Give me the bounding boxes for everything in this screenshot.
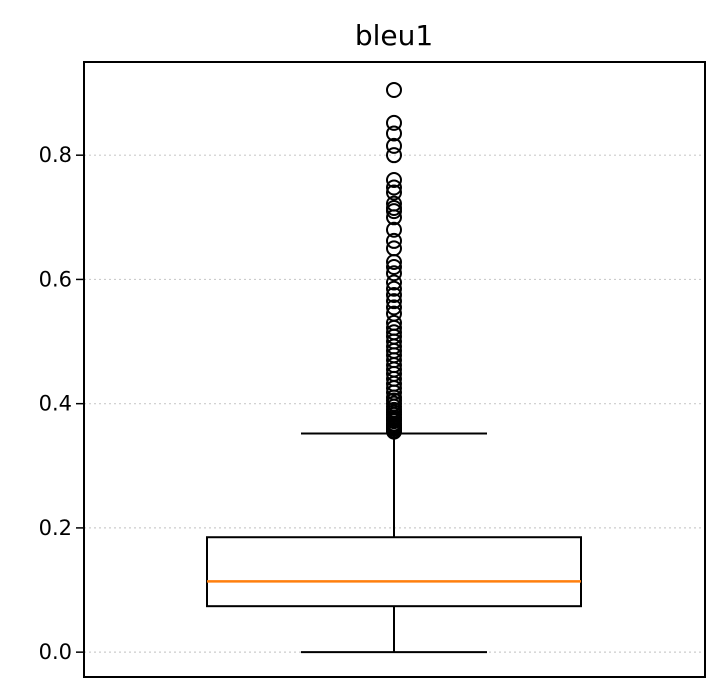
outlier-point xyxy=(386,274,402,291)
outlier-point xyxy=(386,147,402,164)
outlier-point xyxy=(386,293,402,310)
outlier-point xyxy=(386,125,402,142)
outlier-point xyxy=(386,184,402,201)
outlier-point xyxy=(386,299,402,316)
outlier-point xyxy=(386,114,402,131)
outlier-point xyxy=(386,240,402,257)
y-tick-label: 0.8 xyxy=(39,143,72,167)
plot-area-frame xyxy=(83,61,706,678)
outlier-point xyxy=(386,172,402,189)
y-tick-label: 0.2 xyxy=(39,516,72,540)
outlier-point xyxy=(386,232,402,249)
outlier-point xyxy=(386,81,402,98)
outlier-point xyxy=(386,305,402,322)
box-plot-body xyxy=(206,432,582,654)
outlier-point xyxy=(386,221,402,238)
outlier-point xyxy=(386,280,402,297)
outlier-point xyxy=(386,199,402,216)
outlier-point xyxy=(386,259,402,275)
outlier-point xyxy=(386,314,402,331)
chart-title: bleu1 xyxy=(355,19,433,52)
outlier-point xyxy=(386,195,402,212)
y-tick-label: 0.4 xyxy=(39,392,72,416)
outlier-points xyxy=(386,81,402,440)
y-tick-label: 0.0 xyxy=(39,640,72,664)
outlier-point xyxy=(386,179,402,196)
outlier-point xyxy=(386,265,402,282)
y-tick-label: 0.6 xyxy=(39,267,72,291)
interquartile-box xyxy=(206,536,582,608)
outlier-point xyxy=(386,286,402,303)
outlier-point xyxy=(386,137,402,154)
y-axis: 0.0 0.2 0.4 0.6 0.8 xyxy=(39,143,84,664)
outlier-point xyxy=(386,324,402,341)
